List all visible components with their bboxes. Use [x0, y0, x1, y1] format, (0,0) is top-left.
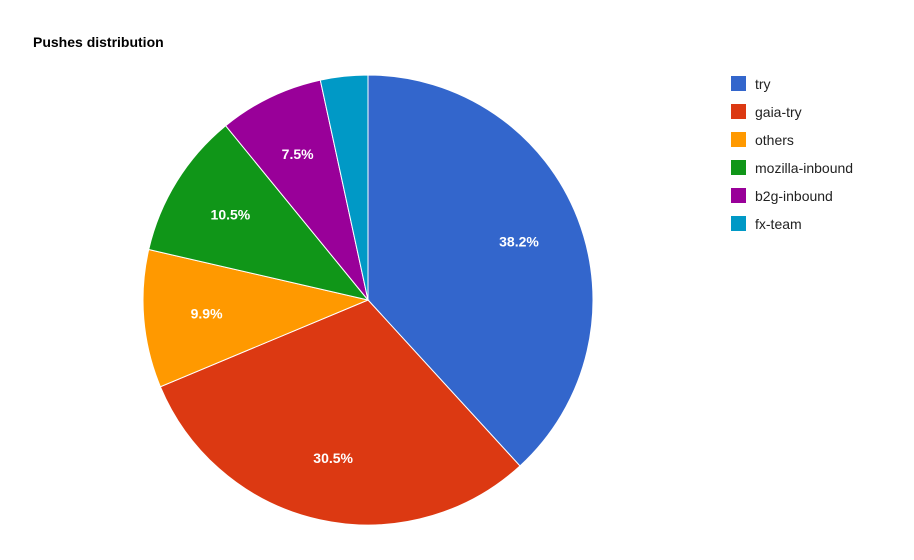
- legend-swatch-try: [731, 76, 746, 91]
- pie-slice-gaia-try: [159, 299, 521, 526]
- legend-swatch-fx-team: [731, 216, 746, 231]
- pie-slice-labels: 38.2% 30.5% 9.9% 10.5% 7.5%: [191, 146, 540, 466]
- legend-swatch-mozilla-inbound: [731, 160, 746, 175]
- legend-label-fx-team: fx-team: [755, 216, 802, 232]
- legend-label-try: try: [755, 76, 771, 92]
- slice-label-others: 9.9%: [191, 306, 223, 322]
- legend-label-b2g-inbound: b2g-inbound: [755, 188, 833, 204]
- slice-label-b2g-inbound: 7.5%: [282, 146, 314, 162]
- slice-label-mozilla-inbound: 10.5%: [211, 206, 251, 222]
- legend-swatch-gaia-try: [731, 104, 746, 119]
- slice-label-try: 38.2%: [499, 233, 539, 249]
- pie-slice-mozilla-inbound: [148, 125, 370, 301]
- legend-label-mozilla-inbound: mozilla-inbound: [755, 160, 853, 176]
- legend-label-others: others: [755, 132, 794, 148]
- pie-slice-b2g-inbound: [224, 79, 369, 301]
- legend-swatch-b2g-inbound: [731, 188, 746, 203]
- pie-slice-fx-team: [319, 74, 369, 301]
- legend-label-gaia-try: gaia-try: [755, 104, 802, 120]
- pie-slices: [142, 74, 594, 526]
- pie-slice-try: [367, 74, 594, 467]
- chart-title: Pushes distribution: [33, 34, 164, 50]
- chart-legend: try gaia-try others mozilla-inbound b2g-inbo…: [731, 76, 853, 232]
- pie-slice-others: [142, 248, 370, 388]
- slice-label-gaia-try: 30.5%: [313, 450, 353, 466]
- legend-swatch-others: [731, 132, 746, 147]
